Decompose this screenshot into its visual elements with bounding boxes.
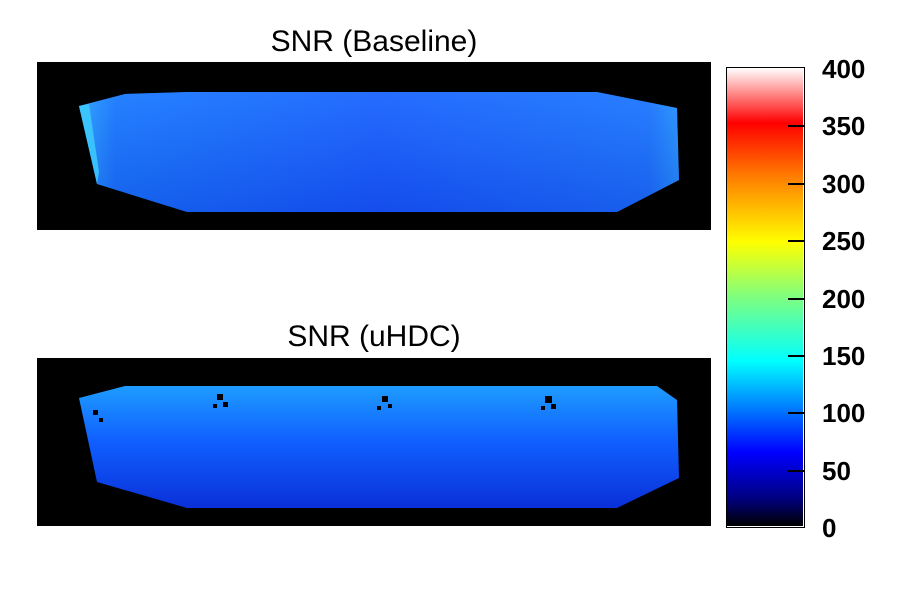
- baseline-heatmap-svg: [79, 92, 679, 212]
- colorbar-tick-label: 150: [822, 340, 866, 371]
- uhdc-hotspot-4: [555, 386, 679, 456]
- colorbar-tick-label: 0: [822, 513, 837, 543]
- colorbar-tick-label: 300: [822, 168, 866, 199]
- baseline-snr-map: [37, 62, 711, 230]
- colorbar-tick-label: 50: [822, 455, 851, 486]
- uhdc-noise-dots: [93, 394, 556, 422]
- uhdc-title: SNR (uHDC): [287, 320, 461, 353]
- colorbar-tick-label: 350: [822, 111, 866, 142]
- colorbar-tick-mark: [788, 182, 805, 185]
- uhdc-hotspot-2: [202, 386, 392, 466]
- baseline-left-edge-highlight: [79, 104, 99, 184]
- colorbar-tick-label: 400: [822, 54, 866, 84]
- colorbar-tick-mark: [788, 125, 805, 128]
- baseline-title: SNR (Baseline): [270, 25, 478, 58]
- colorbar-tick-mark: [788, 412, 805, 415]
- colorbar-gradient: [727, 68, 803, 526]
- uhdc-hotspot-3: [372, 386, 562, 466]
- colorbar-tick-mark: [788, 240, 805, 243]
- colorbar-tick-mark: [788, 469, 805, 472]
- uhdc-snr-map: [37, 358, 711, 526]
- colorbar-tick-mark: [788, 297, 805, 300]
- colorbar-tick-label: 200: [822, 283, 866, 314]
- colorbar-tick-mark: [788, 354, 805, 357]
- uhdc-heatmap-svg: [79, 386, 679, 508]
- colorbar-tick-label: 250: [822, 226, 866, 257]
- colorbar-tick-label: 100: [822, 398, 866, 429]
- baseline-phantom-shading: [79, 92, 679, 212]
